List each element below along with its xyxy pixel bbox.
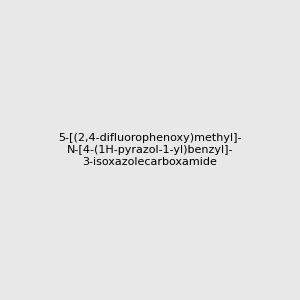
Text: 5-[(2,4-difluorophenoxy)methyl]-
N-[4-(1H-pyrazol-1-yl)benzyl]-
3-isoxazolecarbo: 5-[(2,4-difluorophenoxy)methyl]- N-[4-(1… [58, 134, 242, 166]
